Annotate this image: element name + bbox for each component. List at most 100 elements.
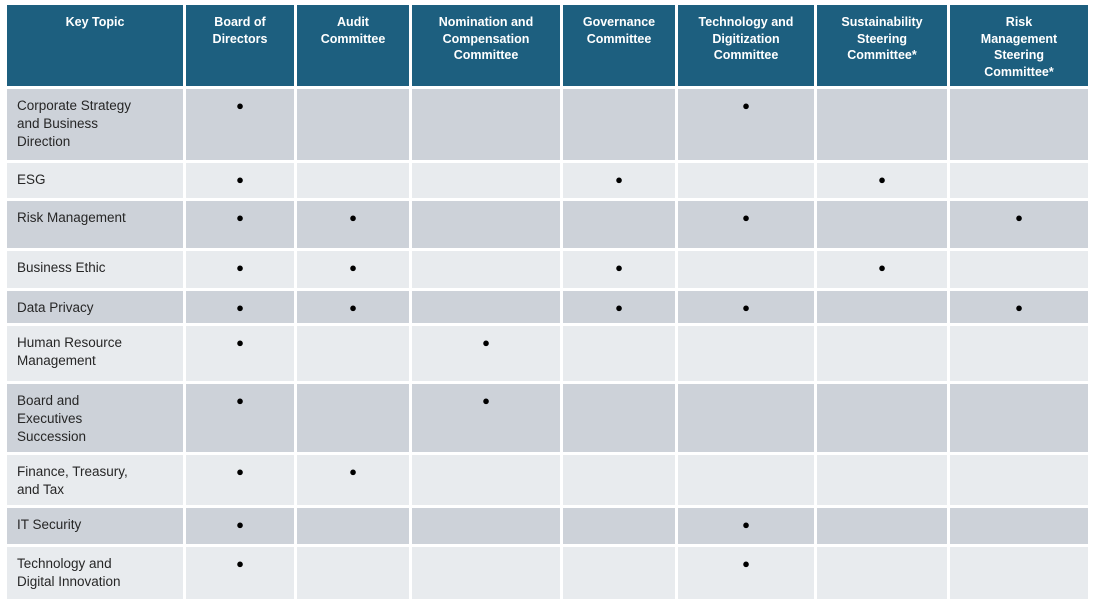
table-row: Risk Management ● ● ● ● — [7, 201, 1088, 248]
bullet-dot-icon: ● — [742, 98, 750, 113]
bullet-dot-icon: ● — [236, 98, 244, 113]
matrix-cell — [817, 455, 947, 505]
matrix-cell: ● — [186, 291, 294, 323]
matrix-cell: ● — [412, 384, 560, 452]
matrix-cell: ● — [950, 291, 1088, 323]
matrix-cell: ● — [186, 163, 294, 198]
bullet-dot-icon: ● — [878, 260, 886, 275]
bullet-dot-icon: ● — [1015, 210, 1023, 225]
column-header: Governance Committee — [563, 5, 675, 86]
bullet-dot-icon: ● — [615, 260, 623, 275]
matrix-cell: ● — [678, 508, 814, 544]
matrix-cell — [297, 163, 409, 198]
column-header: Sustainability Steering Committee* — [817, 5, 947, 86]
matrix-cell — [563, 326, 675, 381]
matrix-cell — [297, 326, 409, 381]
bullet-dot-icon: ● — [349, 210, 357, 225]
matrix-cell — [950, 326, 1088, 381]
table-body: Corporate Strategy and Business Directio… — [7, 89, 1088, 599]
row-topic: Finance, Treasury, and Tax — [7, 455, 183, 505]
matrix-cell: ● — [186, 326, 294, 381]
bullet-dot-icon: ● — [615, 172, 623, 187]
matrix-cell: ● — [678, 89, 814, 160]
matrix-cell: ● — [186, 384, 294, 452]
matrix-cell: ● — [678, 547, 814, 599]
column-header: Nomination and Compensation Committee — [412, 5, 560, 86]
table-row: Corporate Strategy and Business Directio… — [7, 89, 1088, 160]
matrix-cell: ● — [186, 201, 294, 248]
table-row: ESG ● ● ● — [7, 163, 1088, 198]
matrix-cell — [678, 251, 814, 288]
matrix-cell — [563, 384, 675, 452]
matrix-cell — [950, 455, 1088, 505]
bullet-dot-icon: ● — [742, 517, 750, 532]
table-row: IT Security ● ● — [7, 508, 1088, 544]
row-topic: Business Ethic — [7, 251, 183, 288]
matrix-cell: ● — [297, 251, 409, 288]
matrix-cell: ● — [678, 291, 814, 323]
matrix-cell — [412, 455, 560, 505]
matrix-cell: ● — [678, 201, 814, 248]
matrix-cell — [678, 384, 814, 452]
matrix-cell: ● — [563, 291, 675, 323]
column-header: Audit Committee — [297, 5, 409, 86]
matrix-cell: ● — [563, 251, 675, 288]
matrix-cell — [678, 455, 814, 505]
row-topic: Corporate Strategy and Business Directio… — [7, 89, 183, 160]
column-header-key-topic: Key Topic — [7, 5, 183, 86]
bullet-dot-icon: ● — [349, 300, 357, 315]
matrix-cell: ● — [297, 455, 409, 505]
bullet-dot-icon: ● — [236, 210, 244, 225]
matrix-cell: ● — [563, 163, 675, 198]
table-header: Key Topic Board of Directors Audit Committ… — [7, 5, 1088, 86]
bullet-dot-icon: ● — [236, 517, 244, 532]
matrix-cell — [817, 384, 947, 452]
bullet-dot-icon: ● — [878, 172, 886, 187]
table-row: Technology and Digital Innovation ● ● — [7, 547, 1088, 599]
matrix-cell — [817, 547, 947, 599]
header-row: Key Topic Board of Directors Audit Committ… — [7, 5, 1088, 86]
bullet-dot-icon: ● — [236, 393, 244, 408]
matrix-cell: ● — [412, 326, 560, 381]
matrix-cell — [950, 251, 1088, 288]
matrix-cell — [297, 547, 409, 599]
row-topic: Human Resource Management — [7, 326, 183, 381]
bullet-dot-icon: ● — [236, 172, 244, 187]
matrix-cell: ● — [297, 201, 409, 248]
bullet-dot-icon: ● — [1015, 300, 1023, 315]
column-header: Board of Directors — [186, 5, 294, 86]
matrix-cell: ● — [817, 163, 947, 198]
bullet-dot-icon: ● — [482, 393, 490, 408]
matrix-cell — [412, 291, 560, 323]
matrix-cell — [817, 508, 947, 544]
bullet-dot-icon: ● — [615, 300, 623, 315]
table-row: Finance, Treasury, and Tax ● ● — [7, 455, 1088, 505]
table-row: Business Ethic ● ● ● ● — [7, 251, 1088, 288]
row-topic: IT Security — [7, 508, 183, 544]
table-row: Board and Executives Succession ● ● — [7, 384, 1088, 452]
matrix-cell — [678, 326, 814, 381]
matrix-cell — [297, 89, 409, 160]
bullet-dot-icon: ● — [236, 556, 244, 571]
matrix-cell: ● — [186, 89, 294, 160]
bullet-dot-icon: ● — [742, 300, 750, 315]
matrix-cell — [950, 547, 1088, 599]
matrix-cell — [412, 201, 560, 248]
matrix-cell — [563, 89, 675, 160]
matrix-cell — [412, 163, 560, 198]
bullet-dot-icon: ● — [742, 556, 750, 571]
column-header: Technology and Digitization Committee — [678, 5, 814, 86]
matrix-cell — [563, 455, 675, 505]
matrix-cell: ● — [817, 251, 947, 288]
matrix-cell — [563, 201, 675, 248]
committee-matrix-table: Key Topic Board of Directors Audit Committ… — [4, 2, 1091, 602]
matrix-cell: ● — [186, 547, 294, 599]
bullet-dot-icon: ● — [349, 464, 357, 479]
row-topic: Risk Management — [7, 201, 183, 248]
bullet-dot-icon: ● — [742, 210, 750, 225]
matrix-cell — [412, 508, 560, 544]
matrix-cell — [950, 384, 1088, 452]
matrix-cell — [950, 163, 1088, 198]
matrix-cell — [563, 547, 675, 599]
bullet-dot-icon: ● — [236, 335, 244, 350]
